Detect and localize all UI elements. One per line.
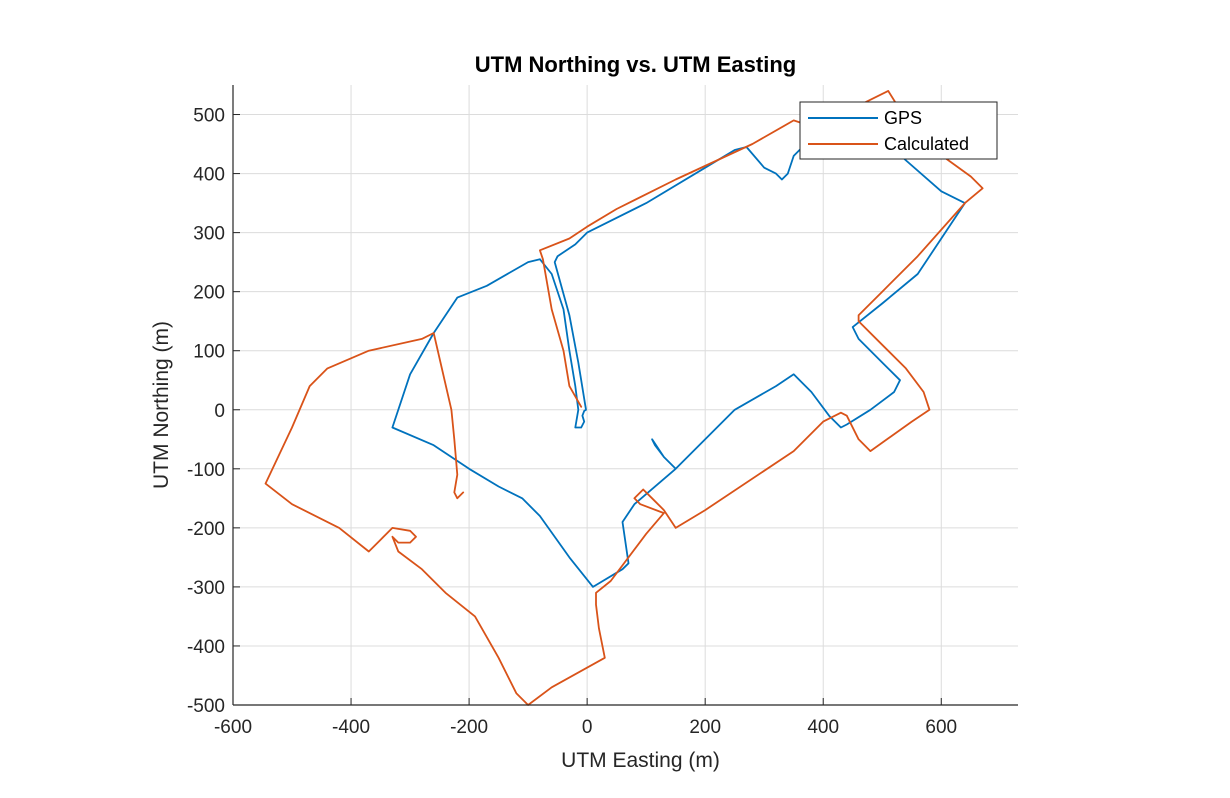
x-axis-label: UTM Easting (m) xyxy=(561,749,720,772)
x-tick-label: -600 xyxy=(214,717,252,738)
y-tick-label: -400 xyxy=(187,637,225,658)
series-group xyxy=(264,90,984,706)
y-tick-label: 300 xyxy=(193,224,225,245)
chart-title: UTM Northing vs. UTM Easting xyxy=(475,52,796,77)
legend: GPS Calculated xyxy=(799,101,998,160)
y-tick-label: -200 xyxy=(187,519,225,540)
x-tick-label: 600 xyxy=(925,717,957,738)
legend-label: Calculated xyxy=(884,134,969,154)
y-axis-label: UTM Northing (m) xyxy=(150,321,173,489)
x-tick-label: -400 xyxy=(332,717,370,738)
y-tick-label: 0 xyxy=(214,401,225,422)
x-tick-label: 0 xyxy=(582,717,593,738)
y-tick-label: 500 xyxy=(193,106,225,127)
x-tick-label: -200 xyxy=(450,717,488,738)
series-line-calculated xyxy=(264,90,984,706)
legend-box xyxy=(799,101,998,160)
y-tick-label: -300 xyxy=(187,578,225,599)
y-tick-label: 100 xyxy=(193,342,225,363)
y-tick-label: 200 xyxy=(193,283,225,304)
y-tick-label: -500 xyxy=(187,696,225,717)
x-tick-label: 200 xyxy=(689,717,721,738)
x-tick-label: 400 xyxy=(807,717,839,738)
grid xyxy=(232,85,1018,706)
axes xyxy=(232,85,1018,706)
y-tick-label: 400 xyxy=(193,165,225,186)
legend-label: GPS xyxy=(884,108,922,128)
series-line-gps xyxy=(391,101,966,588)
tick-labels: -600 -400 -200 0 200 400 600 -500 -400 -300 -200 -1… xyxy=(187,106,957,738)
y-tick-label: -100 xyxy=(187,460,225,481)
